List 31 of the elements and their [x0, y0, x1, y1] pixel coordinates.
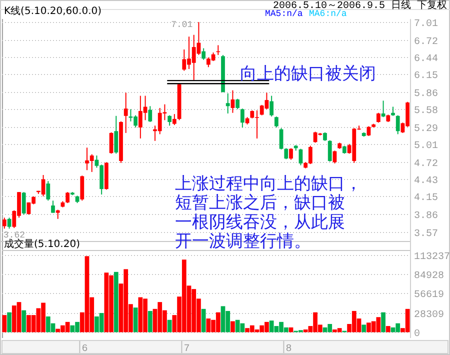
annotation: 向上的缺口被关闭 — [240, 64, 376, 84]
xtick: 8 — [286, 344, 292, 355]
title: K线(5.10.20,60.0.0) — [4, 6, 102, 17]
ytick: 113237 — [414, 252, 450, 263]
ytick: 4.72 — [414, 159, 438, 170]
ytick: 56619 — [414, 290, 444, 301]
annotation: 7.01 — [171, 20, 193, 30]
annotation: MA6:n/a — [309, 9, 347, 19]
annotation: 开一波调整行情。 — [175, 232, 311, 252]
ytick: 84928 — [414, 271, 444, 282]
ytick: 5.86 — [414, 89, 438, 100]
ytick: 6.72 — [414, 37, 438, 48]
ytick: 5.58 — [414, 106, 438, 117]
annotation: 一根阴线吞没，从此展 — [175, 212, 345, 232]
ytick: 4.43 — [414, 176, 438, 187]
ytick: 5.01 — [414, 141, 438, 152]
annotation: MA5:n/a — [265, 9, 303, 19]
ytick: 28309 — [414, 310, 444, 321]
xtick: 7 — [184, 344, 190, 355]
annotation: 短暂上涨之后，缺口被 — [175, 193, 345, 214]
ytick: 6.15 — [414, 71, 438, 82]
ytick: 7.01 — [414, 19, 438, 30]
ytick: 3.57 — [414, 229, 438, 240]
ytick: 4.15 — [414, 193, 438, 204]
ytick: 0 — [414, 329, 420, 340]
ytick: 6.44 — [414, 54, 438, 65]
ytick: 5.29 — [414, 124, 438, 135]
ytick: 3.86 — [414, 211, 438, 222]
annotation: 上涨过程中向上的缺口， — [175, 174, 362, 194]
xtick: 6 — [82, 344, 88, 355]
title: 成交量(5.10.20) — [4, 239, 80, 250]
